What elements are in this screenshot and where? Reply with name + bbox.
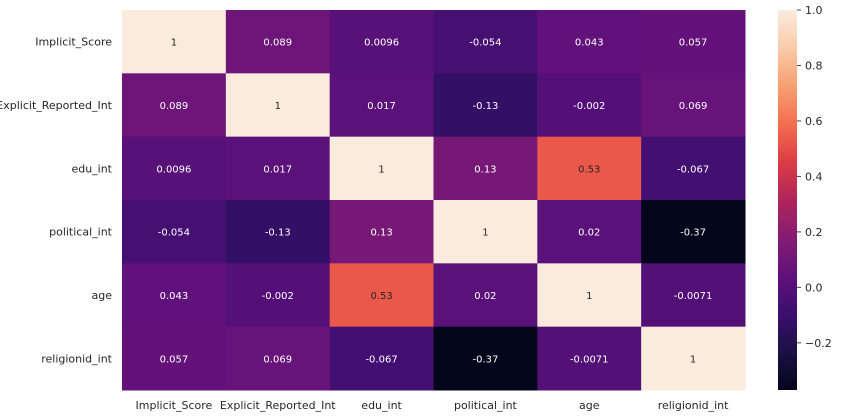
cell-value-label: 1 — [690, 354, 696, 365]
x-tick-label: Explicit_Reported_Int — [220, 399, 336, 412]
cell-value-label: 0.02 — [474, 291, 496, 302]
cell-value-label: 0.0096 — [364, 38, 399, 49]
cell-value-label: 0.53 — [578, 164, 600, 175]
heatmap-cell — [225, 10, 331, 74]
heatmap-cell — [537, 263, 642, 328]
cell-value-label: 0.017 — [263, 164, 292, 175]
cell-value-label: -0.37 — [680, 228, 706, 239]
cell-value-label: 1 — [275, 101, 281, 112]
heatmap-cell — [122, 73, 227, 138]
x-axis-tick-labels: Implicit_Score Explicit_Reported_Int edu_i… — [136, 399, 730, 412]
cell-value-label: 0.089 — [263, 38, 292, 49]
cell-value-label: 0.13 — [474, 164, 496, 175]
cell-value-label: 0.017 — [367, 101, 396, 112]
x-tick-label: edu_int — [361, 399, 402, 412]
heatmap-cell — [225, 136, 331, 201]
cell-value-label: -0.13 — [265, 228, 291, 239]
heatmap-cell — [122, 10, 227, 74]
heatmap-cell — [641, 200, 746, 264]
heatmap-cell — [641, 73, 746, 138]
x-tick-label: political_int — [454, 399, 518, 412]
heatmap-cell — [122, 200, 227, 264]
y-axis-tick-labels: Implicit_Score Explicit_Reported_Int edu_i… — [0, 36, 113, 366]
cell-value-label: 0.089 — [160, 101, 189, 112]
heatmap-cell — [641, 326, 746, 391]
colorbar-tick-label: 0.6 — [805, 115, 823, 128]
colorbar-tick-label: 0.8 — [805, 59, 823, 72]
heatmap-cell — [537, 326, 642, 391]
heatmap-cell — [225, 73, 331, 138]
cell-value-label: 1 — [171, 38, 177, 49]
cell-value-label: 1 — [378, 164, 384, 175]
cell-value-label: 0.53 — [370, 291, 392, 302]
colorbar-tick-label: 0.2 — [805, 226, 823, 239]
heatmap-cell — [537, 136, 642, 201]
y-tick-label: Explicit_Reported_Int — [0, 99, 113, 112]
cell-value-label: 1 — [586, 291, 592, 302]
heatmap-cell — [433, 326, 538, 391]
cell-value-label: 0.13 — [370, 228, 392, 239]
cell-value-label: -0.002 — [262, 291, 294, 302]
heatmap-cell — [537, 10, 642, 74]
heatmap-cell — [122, 326, 227, 391]
heatmap-cell — [641, 10, 746, 74]
cell-value-label: -0.37 — [472, 354, 498, 365]
heatmap-cell — [641, 136, 746, 201]
heatmap-cell — [225, 326, 331, 391]
cell-value-label: 0.069 — [263, 354, 292, 365]
cell-value-label: 0.069 — [679, 101, 708, 112]
heatmap-cell — [225, 263, 331, 328]
cell-value-label: -0.0071 — [674, 291, 713, 302]
heatmap-cells — [122, 10, 746, 391]
cell-value-label: -0.067 — [365, 354, 397, 365]
cell-value-label: -0.0071 — [570, 354, 609, 365]
colorbar-ticks: 1.0 0.8 0.6 0.4 0.2 0.0 −0.2 — [797, 4, 832, 350]
y-tick-label: religionid_int — [41, 352, 112, 365]
heatmap-cell — [433, 73, 538, 138]
heatmap-cell — [329, 136, 434, 201]
heatmap-cell — [433, 10, 538, 74]
colorbar — [778, 10, 797, 390]
heatmap-cell-labels: 1 0.089 0.0096 -0.054 0.043 0.057 0.089 1 0.017 -… — [156, 38, 712, 366]
colorbar-tick-label: 0.0 — [805, 281, 823, 294]
x-tick-label: Implicit_Score — [136, 399, 213, 412]
heatmap-cell — [122, 136, 227, 201]
cell-value-label: -0.13 — [472, 101, 498, 112]
cell-value-label: 0.02 — [578, 228, 600, 239]
heatmap-cell — [329, 263, 434, 328]
x-tick-label: religionid_int — [658, 399, 729, 412]
cell-value-label: -0.067 — [677, 164, 709, 175]
cell-value-label: 0.043 — [160, 291, 189, 302]
x-tick-label: age — [579, 399, 600, 412]
cell-value-label: 0.043 — [575, 38, 604, 49]
colorbar-tick-label: 0.4 — [805, 170, 823, 183]
colorbar-tick-label: −0.2 — [805, 337, 832, 350]
heatmap-cell — [537, 200, 642, 264]
cell-value-label: 0.057 — [160, 354, 189, 365]
heatmap-cell — [225, 200, 331, 264]
y-tick-label: age — [92, 289, 113, 302]
y-tick-label: political_int — [49, 226, 113, 239]
heatmap-cell — [329, 200, 434, 264]
cell-value-label: 0.057 — [679, 38, 708, 49]
cell-value-label: -0.054 — [158, 228, 190, 239]
heatmap-cell — [329, 326, 434, 391]
cell-value-label: 1 — [482, 228, 488, 239]
heatmap-cell — [329, 10, 434, 74]
heatmap-cell — [641, 263, 746, 328]
heatmap-cell — [433, 263, 538, 328]
y-tick-label: Implicit_Score — [35, 36, 112, 49]
cell-value-label: -0.054 — [469, 38, 501, 49]
heatmap-cell — [329, 73, 434, 138]
heatmap-cell — [122, 263, 227, 328]
cell-value-label: -0.002 — [573, 101, 605, 112]
heatmap-cell — [433, 200, 538, 264]
heatmap-cell — [537, 73, 642, 138]
colorbar-tick-label: 1.0 — [805, 4, 823, 17]
cell-value-label: 0.0096 — [156, 164, 191, 175]
heatmap-cell — [433, 136, 538, 201]
y-tick-label: edu_int — [71, 162, 112, 175]
